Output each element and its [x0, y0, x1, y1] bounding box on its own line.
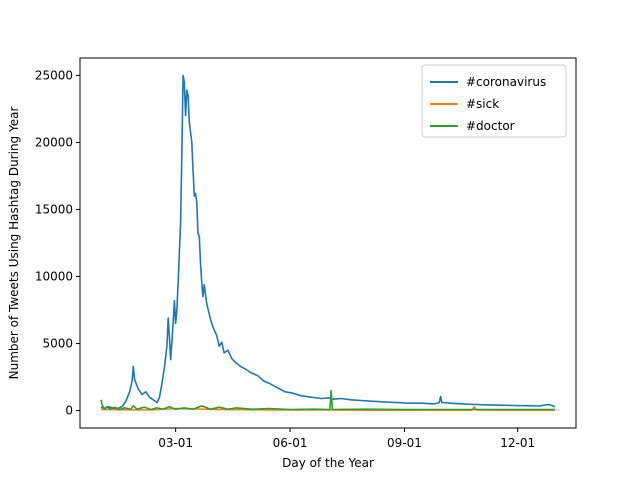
plot-frame — [79, 57, 577, 429]
series-line-coronavirus — [100, 74, 556, 410]
y-tick-label: 20000 — [35, 135, 73, 149]
x-axis-label: Day of the Year — [282, 456, 374, 470]
y-tick-label: 15000 — [35, 202, 73, 216]
legend-label-sick: #sick — [466, 97, 499, 111]
legend-label-doctor: #doctor — [466, 119, 515, 133]
legend: #coronavirus #sick #doctor — [421, 64, 567, 138]
series-line-doctor — [100, 389, 555, 411]
x-axis-ticks: 03-01 06-01 09-01 12-01 — [158, 428, 535, 450]
x-tick-label: 03-01 — [158, 436, 193, 450]
y-tick-label: 25000 — [35, 68, 73, 82]
y-tick-label: 10000 — [35, 270, 73, 284]
x-tick-label: 06-01 — [273, 436, 308, 450]
y-tick-label: 0 — [65, 404, 73, 418]
legend-label-coronavirus: #coronavirus — [466, 75, 546, 89]
x-tick-label: 12-01 — [500, 436, 535, 450]
y-axis-label: Number of Tweets Using Hashtag During Ye… — [7, 107, 21, 380]
y-tick-label: 5000 — [42, 337, 73, 351]
y-axis-ticks: 0 5000 10000 15000 20000 25000 — [35, 68, 80, 418]
x-tick-label: 09-01 — [387, 436, 422, 450]
series-layer — [100, 74, 556, 412]
